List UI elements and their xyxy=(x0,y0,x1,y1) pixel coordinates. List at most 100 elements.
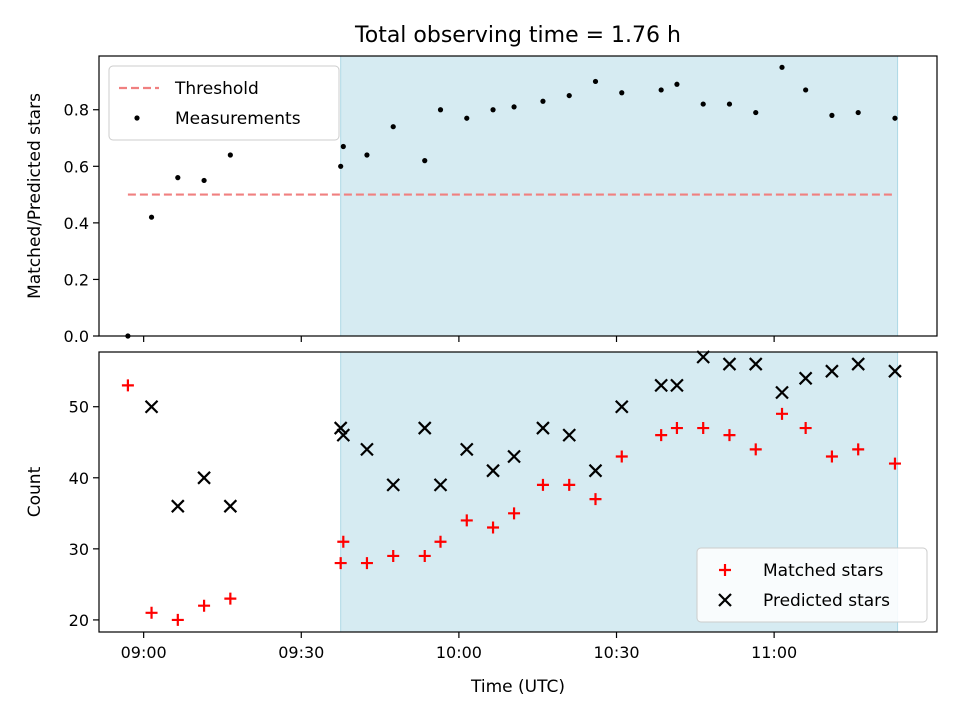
ratio-series-0-point xyxy=(803,87,809,93)
count-series-0-point xyxy=(418,549,431,562)
count-series-0-point xyxy=(360,557,373,570)
count-series-0-point xyxy=(888,457,901,470)
count-series-0-point xyxy=(171,613,184,626)
count-series-0-point xyxy=(536,478,549,491)
count-series-1-point xyxy=(588,463,603,478)
ratio-series-0-point xyxy=(148,214,155,220)
legend-label: Matched stars xyxy=(763,561,883,581)
ratio-series-0-point xyxy=(364,152,370,158)
count-series-0-point xyxy=(487,521,500,534)
x-tick-label: 10:30 xyxy=(593,643,639,662)
count-series-1-point xyxy=(775,385,789,400)
count-series-0-point xyxy=(852,443,865,456)
count-series-0-point xyxy=(434,535,447,548)
count-panel: 20 30 40 50 09:00 09:30 10:00 10:30 11:00 Matched… xyxy=(69,350,938,662)
figure-title: Total observing time = 1.76 h xyxy=(354,23,681,48)
count-series-1-point xyxy=(536,421,550,435)
legend-swatch xyxy=(719,564,731,576)
count-series-0-point xyxy=(589,493,602,506)
count-series-1-point xyxy=(798,371,813,386)
count-series-1-point xyxy=(614,399,629,414)
count-series-0-point xyxy=(460,514,473,527)
count-series-0-point xyxy=(198,599,211,612)
ratio-y-tick-label: 0.0 xyxy=(64,327,89,346)
count-series-1-point xyxy=(386,478,400,492)
ratio-series-0-point xyxy=(437,107,444,113)
count-series-0-point xyxy=(825,450,838,463)
count-series-1-point xyxy=(562,428,577,442)
ratio-y-axis-label: Matched/Predicted stars xyxy=(25,93,45,299)
legend-label: Predicted stars xyxy=(763,591,890,611)
ratio-series-0-point xyxy=(592,78,599,85)
ratio-series-0-point xyxy=(227,152,233,158)
count-series-1-point xyxy=(171,499,185,513)
ratio-series-0-point xyxy=(511,104,517,110)
ratio-series-0-point xyxy=(340,143,346,150)
count-y-tick-label: 50 xyxy=(69,398,89,417)
ratio-y-tick-label: 0.6 xyxy=(64,157,89,176)
count-series-1-point xyxy=(223,499,238,513)
ratio-series-0-point xyxy=(566,92,572,99)
count-legend: Matched stars Predicted stars xyxy=(696,547,928,623)
ratio-series-0-point xyxy=(674,81,680,87)
legend-label: Measurements xyxy=(175,109,301,129)
count-y-tick-label: 20 xyxy=(69,611,89,630)
count-series-1-point xyxy=(507,449,521,464)
count-series-1-point xyxy=(670,378,684,393)
ratio-series-0-point xyxy=(422,158,428,164)
ratio-series-0-point xyxy=(201,177,207,184)
ratio-series-0-point xyxy=(726,101,733,107)
count-series-1-point xyxy=(696,350,710,364)
count-series-0-point xyxy=(145,606,158,619)
ratio-series-0-point xyxy=(779,64,785,70)
ratio-series-0-point xyxy=(855,109,861,116)
count-series-0-point xyxy=(776,407,789,420)
count-series-1-point xyxy=(486,463,500,478)
count-series-0-point xyxy=(655,429,668,442)
count-series-0-point xyxy=(508,507,521,520)
count-y-tick-label: 30 xyxy=(69,540,89,559)
count-y-tick-label: 40 xyxy=(69,469,89,488)
count-series-1-point xyxy=(433,478,448,492)
count-series-1-point xyxy=(722,357,737,371)
count-legend-box xyxy=(696,547,928,623)
count-axes-frame xyxy=(98,351,938,633)
count-series-0-point xyxy=(749,443,762,456)
x-tick-label: 10:00 xyxy=(436,643,482,662)
count-series-1-point xyxy=(144,399,159,414)
ratio-legend-box xyxy=(108,65,340,141)
count-series-0-point xyxy=(723,429,736,442)
ratio-series-0-point xyxy=(490,107,496,113)
count-series-1-point xyxy=(748,357,763,371)
ratio-axes-frame xyxy=(98,55,938,337)
count-series-1-point xyxy=(851,357,865,371)
ratio-series-0-point xyxy=(175,175,181,181)
count-series-1-point xyxy=(333,421,348,435)
ratio-y-tick-label: 0.4 xyxy=(64,214,89,233)
count-series-1-point xyxy=(459,442,474,457)
count-series-0-point xyxy=(670,422,683,435)
ratio-series-0-point xyxy=(753,109,759,116)
count-y-axis-label: Count xyxy=(25,466,45,517)
legend-swatch xyxy=(134,115,140,121)
ratio-series-0-point xyxy=(540,98,546,104)
x-tick-label: 09:00 xyxy=(121,643,167,662)
count-series-0-point xyxy=(121,379,134,392)
ratio-series-0-point xyxy=(658,87,664,93)
count-series-1-point xyxy=(197,471,211,485)
x-tick-label: 09:30 xyxy=(278,643,324,662)
count-series-0-point xyxy=(799,422,812,435)
legend-label: Threshold xyxy=(174,79,259,99)
ratio-series-0-point xyxy=(892,115,898,121)
x-tick-label: 11:00 xyxy=(751,643,797,662)
ratio-series-0-point xyxy=(700,101,706,107)
count-series-0-point xyxy=(697,422,710,435)
ratio-y-tick-label: 0.8 xyxy=(64,101,89,120)
ratio-series-0-point xyxy=(338,163,344,169)
count-series-1-point xyxy=(360,442,374,457)
count-series-0-point xyxy=(334,557,347,570)
count-series-1-point xyxy=(888,364,902,378)
count-series-0-point xyxy=(563,478,576,491)
ratio-series-0-point xyxy=(464,115,470,121)
